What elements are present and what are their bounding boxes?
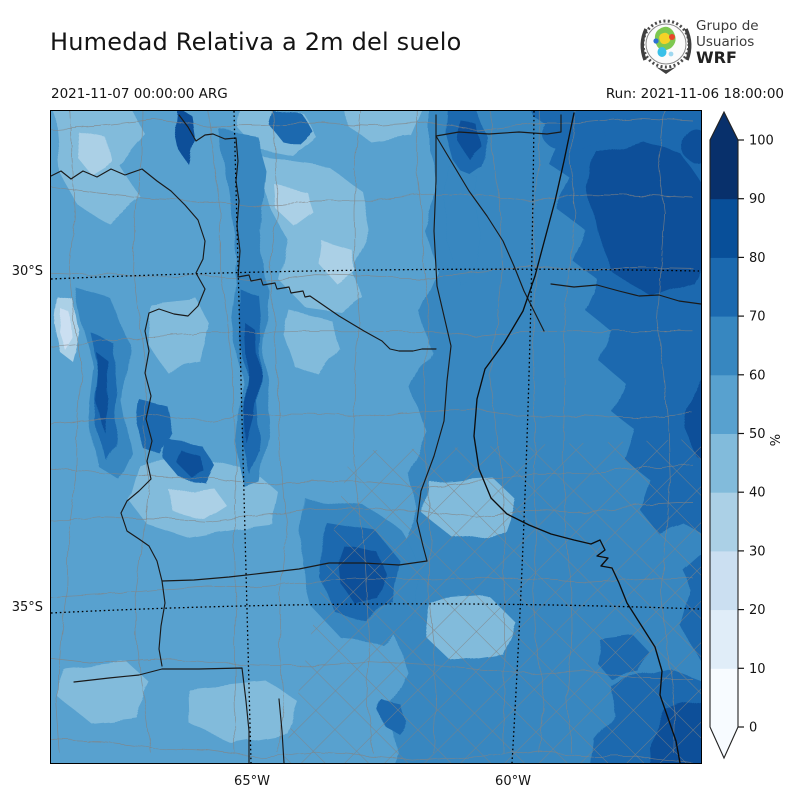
admin-border-line bbox=[283, 439, 573, 763]
department-borders-mesh bbox=[51, 111, 694, 763]
admin-border-line bbox=[491, 439, 701, 763]
meridian-60w bbox=[511, 111, 535, 763]
logo-badge-icon bbox=[640, 19, 692, 74]
colorbar-segment bbox=[710, 140, 738, 200]
wrf-users-group-logo: Grupo de Usuarios WRF bbox=[636, 10, 796, 82]
admin-border-line bbox=[283, 439, 500, 763]
colorbar-segment bbox=[710, 433, 738, 493]
admin-border-line bbox=[352, 111, 374, 754]
colorbar-scale: 0 10 20 30 40 50 60 70 80 90 100 % bbox=[709, 110, 784, 760]
logo-text: Grupo de Usuarios WRF bbox=[696, 18, 759, 66]
admin-border-line bbox=[51, 657, 694, 680]
admin-border-line bbox=[51, 464, 694, 488]
admin-border-line bbox=[283, 439, 701, 763]
admin-border-line bbox=[283, 439, 539, 763]
admin-border-line bbox=[132, 111, 152, 754]
colorbar-tick-label: 60 bbox=[749, 368, 766, 383]
colorbar-segment bbox=[710, 668, 738, 728]
admin-border-line bbox=[563, 111, 577, 754]
colorbar-segment bbox=[710, 316, 738, 376]
logo-line2: Usuarios bbox=[696, 34, 755, 50]
colorbar-segment bbox=[710, 198, 738, 258]
colorbar-segment bbox=[710, 550, 738, 611]
lon-tick-60w: 60°W bbox=[495, 774, 531, 789]
admin-border-line bbox=[283, 439, 417, 763]
admin-border-line bbox=[283, 439, 701, 763]
admin-border-line bbox=[489, 111, 505, 753]
colorbar-tick-label: 70 bbox=[749, 310, 766, 325]
admin-border-line bbox=[51, 330, 693, 347]
colorbar-tick-label: 10 bbox=[749, 662, 766, 677]
admin-border-line bbox=[51, 577, 694, 598]
run-time-label: Run: 2021-11-06 18:00:00 bbox=[605, 86, 784, 102]
admin-border-line bbox=[336, 439, 701, 763]
meridian-65w bbox=[233, 111, 252, 763]
admin-border-line bbox=[283, 439, 701, 763]
graticule-lines bbox=[51, 111, 700, 763]
colorbar-ticks bbox=[738, 139, 744, 728]
admin-border-line bbox=[51, 502, 694, 522]
admin-border-line bbox=[283, 439, 701, 763]
valid-time-label: 2021-11-07 00:00:00 ARG bbox=[51, 86, 228, 102]
map-plot-area bbox=[50, 110, 702, 764]
admin-border-line bbox=[51, 266, 694, 282]
admin-border-line bbox=[283, 439, 456, 763]
admin-border-line bbox=[296, 439, 701, 763]
colorbar-segment bbox=[710, 492, 738, 552]
colorbar-tick-label: 30 bbox=[749, 544, 766, 559]
admin-border-line bbox=[51, 186, 694, 208]
admin-border-line bbox=[376, 439, 701, 763]
colorbar-under-arrow bbox=[710, 727, 738, 758]
colorbar-tick-label: 100 bbox=[749, 134, 774, 149]
colorbar-segment bbox=[710, 609, 738, 669]
admin-border-line bbox=[578, 439, 701, 763]
admin-border-line bbox=[51, 409, 694, 425]
colorbar-tick-label: 40 bbox=[749, 486, 766, 501]
colorbar-tick-label: 80 bbox=[749, 251, 766, 266]
colorbar-segments bbox=[710, 112, 738, 758]
admin-border-line bbox=[532, 439, 701, 763]
admin-border-line bbox=[269, 111, 288, 754]
admin-border-line bbox=[56, 111, 83, 754]
logo-line3: WRF bbox=[696, 48, 737, 67]
colorbar: 0 10 20 30 40 50 60 70 80 90 100 % bbox=[706, 106, 798, 770]
province-borders bbox=[51, 112, 701, 763]
page-title: Humedad Relativa a 2m del suelo bbox=[50, 28, 462, 56]
colorbar-tick-label: 0 bbox=[749, 721, 757, 736]
colorbar-tick-label: 50 bbox=[749, 427, 766, 442]
colorbar-unit-label: % bbox=[769, 434, 784, 446]
lon-tick-65w: 65°W bbox=[234, 774, 270, 789]
admin-border-line bbox=[412, 439, 701, 763]
humidity-contour-map bbox=[51, 111, 701, 763]
colorbar-tick-label: 90 bbox=[749, 192, 766, 207]
colorbar-over-arrow bbox=[710, 112, 738, 140]
admin-border-line bbox=[283, 439, 701, 763]
logo-line1: Grupo de bbox=[696, 18, 759, 34]
admin-border-line bbox=[283, 439, 692, 763]
admin-border-line bbox=[51, 118, 694, 131]
colorbar-segment bbox=[710, 257, 738, 317]
lat-tick-35s: 35°S bbox=[11, 600, 43, 615]
admin-border-line bbox=[456, 439, 701, 763]
admin-border-line bbox=[51, 739, 694, 763]
admin-border-line bbox=[207, 111, 237, 754]
colorbar-tick-labels: 0 10 20 30 40 50 60 70 80 90 100 bbox=[749, 134, 774, 736]
admin-border-line bbox=[656, 111, 676, 754]
colorbar-tick-label: 20 bbox=[749, 603, 766, 618]
humidity-fill-contours bbox=[51, 111, 701, 763]
colorbar-segment bbox=[710, 374, 738, 434]
admin-border-line bbox=[416, 111, 437, 754]
lat-tick-30s: 30°S bbox=[11, 264, 43, 279]
